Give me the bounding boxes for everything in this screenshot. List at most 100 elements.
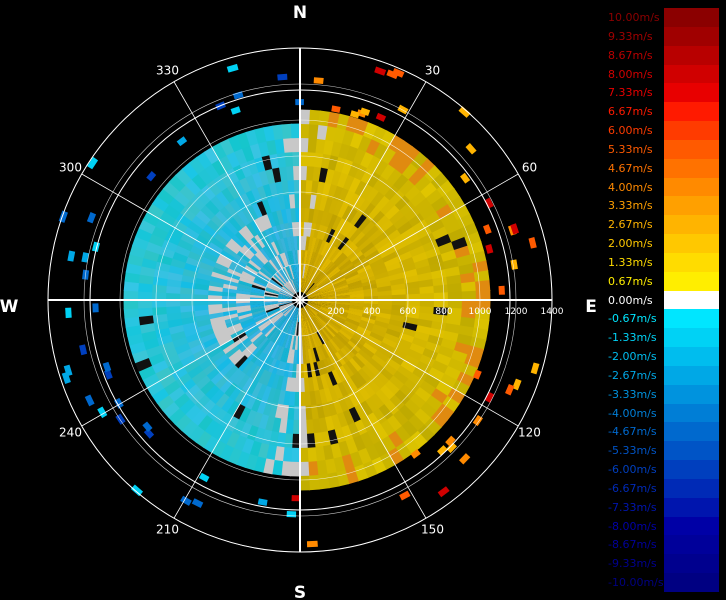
velocity-cell xyxy=(256,336,269,351)
velocity-cell xyxy=(425,395,443,412)
velocity-cell xyxy=(300,109,311,125)
velocity-cell xyxy=(251,284,266,291)
velocity-cell xyxy=(288,320,295,336)
velocity-cell xyxy=(232,256,247,268)
scattered-echo xyxy=(528,237,537,249)
velocity-cell xyxy=(270,240,280,256)
velocity-cell xyxy=(205,403,222,421)
colorbar-swatch xyxy=(664,121,719,141)
velocity-cell xyxy=(270,374,280,390)
velocity-cell xyxy=(263,295,279,299)
velocity-cell xyxy=(372,266,389,277)
velocity-cell xyxy=(379,341,395,354)
range-label: 200 xyxy=(327,307,344,317)
velocity-cell xyxy=(347,247,362,260)
velocity-cell xyxy=(140,330,158,343)
velocity-cell xyxy=(176,348,194,362)
velocity-cell xyxy=(365,339,381,351)
velocity-cell xyxy=(374,320,390,330)
velocity-cell xyxy=(151,291,167,300)
velocity-cell xyxy=(309,334,316,349)
velocity-cell xyxy=(192,347,209,361)
velocity-cell xyxy=(371,125,388,144)
colorbar-swatch xyxy=(664,45,719,65)
velocity-cell xyxy=(418,278,434,289)
velocity-cell xyxy=(244,264,259,275)
velocity-cell xyxy=(385,328,402,339)
velocity-cell xyxy=(254,316,269,326)
velocity-cell xyxy=(274,138,286,154)
velocity-cell xyxy=(311,317,322,331)
velocity-cell xyxy=(372,408,388,425)
velocity-cell xyxy=(146,380,165,397)
velocity-cell xyxy=(354,180,368,197)
colorbar-swatch xyxy=(664,422,719,442)
velocity-cell xyxy=(226,400,240,417)
velocity-cell xyxy=(124,271,141,284)
velocity-cell xyxy=(250,286,266,293)
velocity-cell xyxy=(239,161,253,178)
velocity-cell xyxy=(317,278,331,289)
velocity-cell xyxy=(341,325,356,336)
velocity-cell xyxy=(359,271,375,281)
velocity-cell xyxy=(317,312,330,324)
velocity-cell xyxy=(206,179,222,196)
velocity-cell xyxy=(179,353,197,368)
velocity-cell xyxy=(301,263,305,279)
velocity-cell xyxy=(405,305,421,314)
velocity-cell xyxy=(222,283,238,290)
velocity-cell xyxy=(285,419,294,435)
velocity-cell xyxy=(308,475,320,491)
velocity-cell xyxy=(323,372,334,389)
colorbar-label: 0.00m/s xyxy=(608,293,653,307)
velocity-cell xyxy=(233,434,247,452)
velocity-cell xyxy=(388,319,405,329)
colorbar-entry: -6.67m/s xyxy=(604,478,722,499)
velocity-cell xyxy=(360,241,376,255)
velocity-cell xyxy=(307,301,323,306)
velocity-cell xyxy=(461,281,477,293)
velocity-cell xyxy=(299,433,308,449)
velocity-cell xyxy=(192,239,209,252)
velocity-cell xyxy=(327,183,338,200)
velocity-cell xyxy=(241,376,254,393)
colorbar-swatch xyxy=(664,252,719,273)
velocity-cell xyxy=(348,286,364,293)
velocity-cell xyxy=(317,239,327,255)
colorbar-label: 9.33m/s xyxy=(608,29,653,43)
velocity-cell xyxy=(322,444,334,461)
velocity-cell xyxy=(258,215,269,231)
velocity-cell xyxy=(235,292,251,298)
velocity-cell xyxy=(349,305,365,311)
velocity-cell xyxy=(398,332,415,344)
velocity-cell xyxy=(423,417,442,436)
velocity-cell xyxy=(251,310,267,319)
velocity-cell xyxy=(277,296,293,300)
velocity-cell xyxy=(347,280,363,288)
colorbar-entry: -5.33m/s xyxy=(604,441,722,461)
velocity-cell xyxy=(138,365,156,381)
velocity-cell xyxy=(419,300,435,308)
velocity-cell xyxy=(268,279,282,289)
velocity-cell xyxy=(212,266,228,276)
velocity-cell xyxy=(336,412,349,429)
velocity-cell xyxy=(211,158,227,176)
colorbar-entry: 3.33m/s xyxy=(604,196,722,216)
velocity-cell xyxy=(132,235,150,250)
velocity-cell xyxy=(415,197,432,214)
velocity-cell xyxy=(224,345,240,359)
range-label: 800 xyxy=(435,307,452,317)
colorbar-label: 3.33m/s xyxy=(608,199,653,213)
velocity-cell xyxy=(321,303,337,308)
velocity-cell xyxy=(127,332,144,346)
velocity-cell xyxy=(207,307,223,315)
velocity-cell xyxy=(358,322,374,333)
velocity-cell xyxy=(387,323,403,334)
velocity-cell xyxy=(315,346,324,362)
velocity-cell xyxy=(336,331,351,344)
velocity-cell xyxy=(170,257,187,269)
azimuth-label: 60 xyxy=(522,161,537,175)
velocity-cell xyxy=(270,276,283,288)
velocity-cell xyxy=(304,281,314,294)
velocity-cell xyxy=(375,316,391,325)
